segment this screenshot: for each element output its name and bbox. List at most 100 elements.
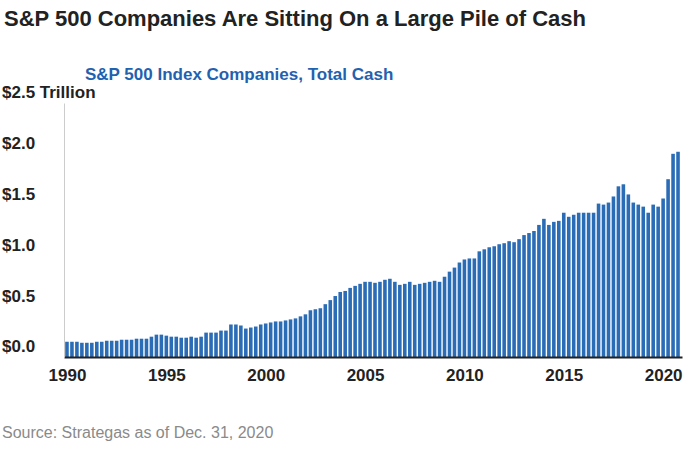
bar [522,235,526,357]
bar [304,314,308,357]
tick: 2000 [247,357,285,385]
bar [130,340,134,357]
chart: S&P 500 Companies Are Sitting On a Large… [0,0,700,450]
bar [492,246,496,357]
bar [423,283,427,357]
bar [353,286,357,357]
bar [319,308,323,357]
tick: 2020 [645,357,683,385]
title: S&P 500 Companies Are Sitting On a Large… [4,6,586,31]
tick: $2.0 [2,134,64,154]
bar [150,337,154,357]
bar [636,205,640,357]
bar [75,342,79,357]
tick: 2015 [545,357,583,385]
bar [592,213,596,357]
bar [373,283,377,357]
bar [65,342,69,357]
bar [487,247,491,357]
bars [65,152,680,357]
bar [90,343,94,357]
bar [189,337,193,357]
y-axis: $0.0$0.5$1.0$1.5$2.0$2.5 Trillion [2,83,96,357]
bar [269,322,273,357]
tick-label: 1990 [49,366,87,385]
bar [324,304,328,357]
tick: $0.5 [2,287,64,307]
bar [274,321,278,357]
bar [314,309,318,357]
bar [333,296,337,357]
tick: 2005 [347,357,385,385]
bar [403,284,407,357]
bar [309,310,313,357]
bar [155,335,159,357]
bar [249,328,253,357]
bar [393,282,397,357]
bar [199,337,203,357]
bar [388,279,392,357]
bar [671,154,675,357]
tick-label: 2005 [347,366,385,385]
bar [229,324,233,357]
bar [473,258,477,357]
bar [254,327,258,357]
bar [184,338,188,357]
bar [338,292,342,357]
bar [194,338,198,357]
axis-line [64,104,65,358]
tick: 1990 [49,357,87,385]
bar [482,249,486,357]
bar [80,343,84,357]
bar [289,319,293,357]
tick-label: $0.5 [2,287,35,306]
bar [666,179,670,357]
source: Source: Strategas as of Dec. 31, 2020 [2,424,273,441]
tick-label: 2015 [545,366,583,385]
bar [214,333,218,357]
bar [105,341,109,357]
bar [110,341,114,357]
tick-label: $2.5 Trillion [2,83,96,102]
bar [383,280,387,357]
bar [160,335,164,357]
tick-label: $1.0 [2,236,35,255]
bar [170,337,174,357]
tick-label: $0.0 [2,337,35,356]
axis-line [65,357,683,359]
bar [463,259,467,357]
bar [512,242,516,357]
bar [279,321,283,357]
bar [418,284,422,357]
bar [577,213,581,357]
bar [582,213,586,357]
bar [478,251,482,357]
bar [453,268,457,357]
bar [641,207,645,357]
bar [587,213,591,357]
bar [438,282,442,357]
bar [572,215,576,357]
bar [239,326,243,357]
bar [532,231,536,357]
bar [413,285,417,357]
bar [448,272,452,357]
bar [517,239,521,357]
bar [557,221,561,357]
bar [433,281,437,357]
bar [607,203,611,357]
bar [527,233,531,357]
bar [632,203,636,357]
bar [552,222,556,357]
bar [602,205,606,357]
bar [617,186,621,357]
x-axis: 1990199520002005201020152020 [49,357,683,385]
bar [85,343,89,357]
tick-label: 2020 [645,366,683,385]
bar [204,333,208,357]
bar [299,316,303,357]
bar [408,282,412,357]
tick: $1.0 [2,236,64,256]
bar [612,196,616,357]
bar [368,282,372,357]
